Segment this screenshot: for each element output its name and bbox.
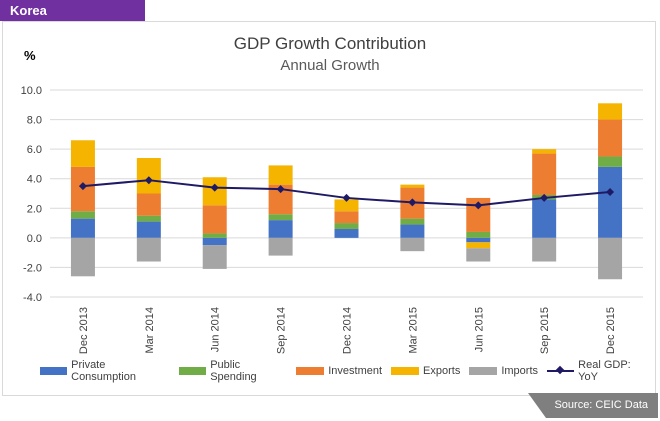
y-tick-label: 2.0	[27, 203, 42, 215]
bar-public-spending	[202, 233, 227, 238]
legend-item: Real GDP: YoY	[547, 359, 651, 383]
y-tick-label: 8.0	[27, 115, 42, 127]
legend-label: Investment	[328, 365, 383, 377]
bar-imports	[136, 237, 161, 262]
bar-private-consumption	[334, 228, 359, 238]
chart-title: GDP Growth Contribution	[233, 34, 427, 53]
legend-line-swatch	[547, 367, 575, 375]
chart-subtitle: Annual Growth	[280, 57, 380, 74]
bar-public-spending	[466, 231, 491, 238]
bar-imports	[70, 237, 95, 277]
x-tick-label: Jun 2014	[210, 307, 222, 352]
y-tick-label: 6.0	[27, 144, 42, 156]
x-tick-label: Mar 2015	[407, 307, 419, 353]
y-tick-label: -4.0	[23, 292, 42, 304]
legend-item: Public Spending	[179, 359, 287, 383]
legend-label: Private Consumption	[71, 359, 136, 383]
bar-private-consumption	[202, 237, 227, 246]
bar-exports	[532, 149, 557, 154]
bar-public-spending	[400, 218, 425, 225]
bar-investment	[136, 193, 161, 216]
legend-item: Investment	[296, 365, 382, 377]
legend-swatch	[296, 367, 325, 375]
bar-exports	[400, 184, 425, 188]
bar-private-consumption	[268, 220, 293, 238]
x-tick-label: Sep 2014	[276, 307, 288, 354]
real-gdp-point	[78, 182, 87, 191]
legend-label: Real GDP: YoY	[578, 359, 631, 383]
real-gdp-point	[276, 185, 285, 194]
y-tick-label: -2.0	[23, 262, 42, 274]
chart-legend: Private Consumption Public Spending Invest…	[40, 359, 660, 383]
country-tag: Korea	[0, 0, 145, 21]
bar-public-spending	[598, 156, 623, 167]
bar-imports	[598, 237, 623, 280]
legend-item: Imports	[469, 365, 538, 377]
legend-item: Exports	[391, 365, 460, 377]
legend-swatch	[391, 367, 420, 375]
y-tick-label: 10.0	[21, 85, 42, 97]
real-gdp-point	[144, 176, 153, 185]
real-gdp-point	[210, 183, 219, 192]
x-tick-label: Mar 2014	[144, 307, 156, 353]
real-gdp-point	[540, 193, 549, 202]
bar-exports	[268, 165, 293, 185]
legend-swatch	[469, 367, 498, 375]
x-tick-label: Dec 2014	[342, 307, 354, 354]
x-tick-label: Dec 2015	[605, 307, 617, 354]
bar-private-consumption	[400, 224, 425, 238]
legend-swatch	[40, 367, 68, 375]
bar-imports	[532, 237, 557, 262]
legend-item: Private Consumption	[40, 359, 170, 383]
bar-exports	[466, 242, 491, 249]
bar-public-spending	[268, 214, 293, 221]
bar-exports	[136, 158, 161, 194]
bar-investment	[532, 153, 557, 195]
x-tick-label: Sep 2015	[539, 307, 551, 354]
real-gdp-point	[474, 201, 483, 210]
bar-private-consumption	[70, 218, 95, 238]
legend-label: Exports	[423, 365, 461, 377]
legend-label: Public Spending	[210, 359, 257, 383]
real-gdp-point	[342, 193, 351, 202]
source-label: Source: CEIC Data	[528, 393, 658, 418]
bar-exports	[598, 103, 623, 120]
bar-public-spending	[334, 223, 359, 229]
y-tick-label: 4.0	[27, 174, 42, 186]
y-axis-unit: %	[24, 48, 36, 63]
bar-private-consumption	[466, 237, 491, 243]
bar-imports	[466, 248, 491, 262]
real-gdp-point	[606, 188, 615, 197]
bar-public-spending	[136, 215, 161, 222]
legend-swatch	[179, 367, 207, 375]
bar-investment	[334, 211, 359, 224]
bar-exports	[334, 199, 359, 212]
bar-investment	[202, 205, 227, 234]
bar-private-consumption	[532, 199, 557, 238]
bar-imports	[202, 245, 227, 269]
x-tick-label: Dec 2013	[78, 307, 90, 354]
bar-private-consumption	[136, 221, 161, 238]
bar-private-consumption	[598, 166, 623, 238]
real-gdp-point	[408, 198, 417, 207]
x-tick-label: Jun 2015	[473, 307, 485, 352]
bar-public-spending	[70, 211, 95, 219]
y-tick-label: 0.0	[27, 233, 42, 245]
bar-investment	[598, 119, 623, 157]
bar-imports	[268, 237, 293, 256]
bar-imports	[400, 237, 425, 252]
legend-label: Imports	[501, 365, 539, 377]
bar-exports	[70, 140, 95, 167]
